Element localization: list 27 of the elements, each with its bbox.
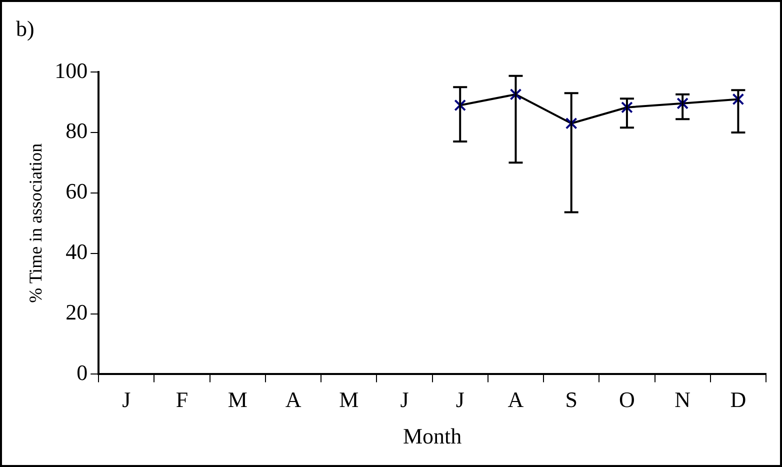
y-axis-title: % Time in association xyxy=(26,143,46,303)
y-tick-label: 40 xyxy=(66,239,88,264)
x-tick-label: A xyxy=(285,387,302,412)
x-tick-label: F xyxy=(176,387,188,412)
x-tick-label: O xyxy=(619,387,635,412)
y-tick-label: 0 xyxy=(76,360,88,385)
y-tick-label: 60 xyxy=(66,178,88,204)
x-tick-label: J xyxy=(122,387,132,412)
x-tick-label: D xyxy=(730,387,746,412)
point xyxy=(732,93,744,106)
point xyxy=(510,88,522,100)
x-tick-label: M xyxy=(228,387,248,412)
x-tick-label: J xyxy=(400,387,410,412)
y-tick-label: 80 xyxy=(66,118,88,144)
point xyxy=(676,97,689,110)
x-tick-label: N xyxy=(674,387,691,412)
x-tick-label: A xyxy=(508,387,524,412)
x-tick-label: J xyxy=(456,387,465,412)
chart-title: b) xyxy=(16,16,34,42)
point xyxy=(621,101,633,114)
point xyxy=(454,99,466,112)
y-tick-label: 20 xyxy=(66,300,88,325)
x-tick-label: M xyxy=(339,387,359,412)
point xyxy=(565,117,578,130)
x-tick-label: S xyxy=(565,387,578,412)
y-tick-label: 100 xyxy=(54,58,88,83)
x-axis-title: Month xyxy=(402,424,462,449)
